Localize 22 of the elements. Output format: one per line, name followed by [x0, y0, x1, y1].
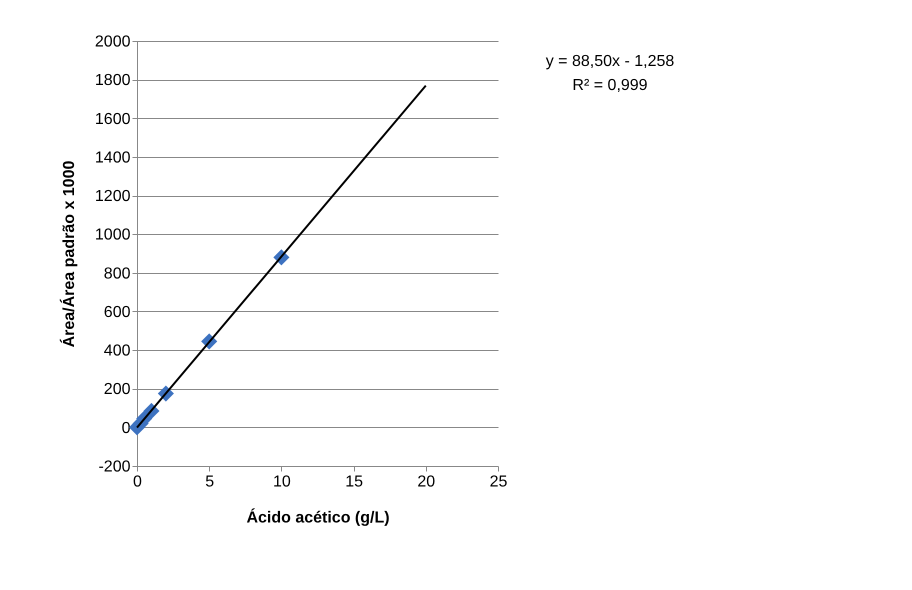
- x-tick-label: 25: [490, 474, 508, 490]
- x-axis-title: Ácido acético (g/L): [246, 508, 390, 526]
- x-tick-label: 20: [417, 474, 436, 490]
- y-tick-label: 1400: [94, 149, 131, 166]
- y-tick-label: 400: [104, 342, 131, 360]
- y-tick-label: 1200: [94, 188, 131, 206]
- x-tick-label: 0: [133, 474, 142, 490]
- y-tick-label: 1800: [94, 72, 131, 90]
- text: y = 88,50x - 1,258: [546, 53, 674, 70]
- x-tick-label: 10: [273, 474, 291, 490]
- y-tick-label: 200: [104, 381, 131, 398]
- y-tick-label: 0: [122, 420, 131, 437]
- y-tick-label: 800: [104, 265, 131, 282]
- y-tick-label: 1600: [94, 110, 131, 128]
- y-tick-label: 2000: [94, 34, 131, 50]
- y-axis-title: Área/Área padrão x 1000: [58, 160, 78, 348]
- y-tick-label: -200: [98, 458, 131, 476]
- y-tick-label: 1000: [94, 226, 131, 244]
- text: R² = 0,999: [572, 77, 648, 94]
- x-tick-label: 5: [205, 474, 214, 490]
- x-tick-label: 15: [345, 474, 364, 490]
- y-tick-label: 600: [104, 304, 131, 321]
